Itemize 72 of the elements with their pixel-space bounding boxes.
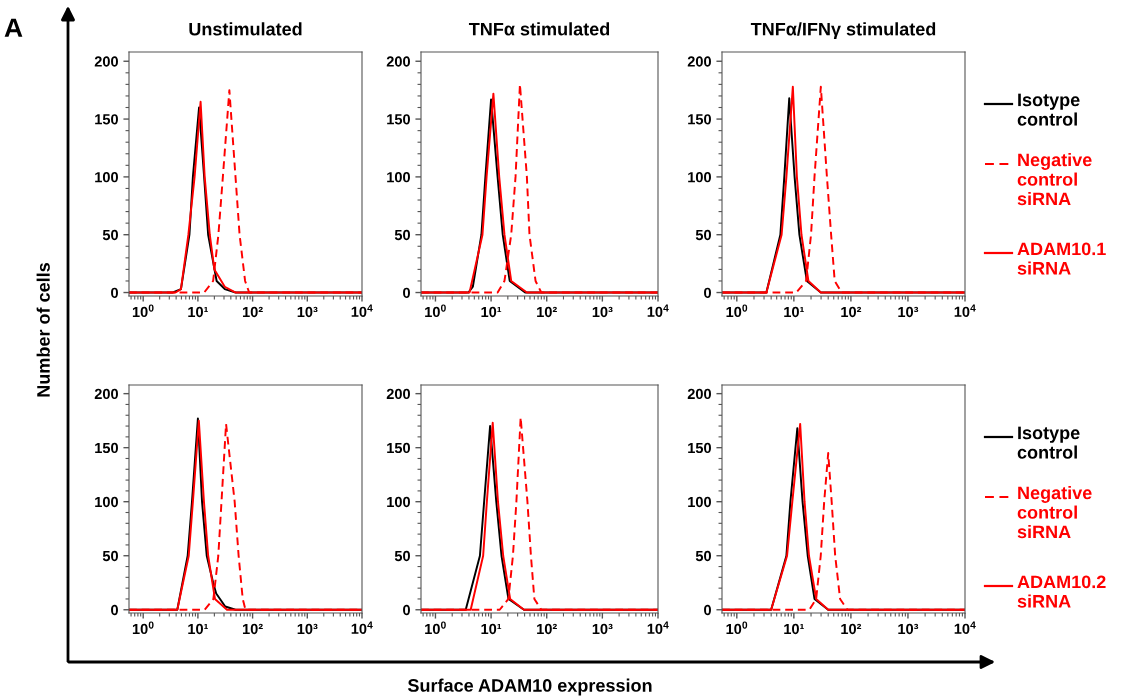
y-tick-label: 50 <box>394 550 410 562</box>
y-tick-label: 200 <box>386 388 410 400</box>
x-tick-label: 10³ <box>297 623 318 635</box>
y-tick-label: 100 <box>95 171 118 183</box>
x-tick-label: 10$^{4}$ <box>351 621 373 634</box>
y-tick-label: 100 <box>95 496 118 508</box>
x-tick-label: 10² <box>841 306 862 318</box>
y-tick-label: 0 <box>403 287 410 298</box>
legend-label: Negative control siRNA <box>1017 486 1092 539</box>
y-tick-label: 50 <box>102 550 118 562</box>
x-tick-label: 10¹ <box>481 306 502 318</box>
x-tick-label: 10¹ <box>188 623 208 635</box>
y-tick-label: 0 <box>403 604 410 616</box>
x-tick-label: 10² <box>242 623 263 635</box>
y-tick-label: 150 <box>387 114 410 125</box>
y-tick-label: 150 <box>688 114 711 125</box>
x-tick-label: 10$^{0}$ <box>726 304 748 318</box>
x-tick-label: 10$^{0}$ <box>726 621 748 635</box>
x-tick-label: 10$^{4}$ <box>954 621 976 634</box>
x-tick-label: 10² <box>841 623 862 635</box>
legend-label: ADAM10.1 siRNA <box>1017 242 1106 275</box>
x-tick-label: 10³ <box>297 306 318 318</box>
x-tick-label: 10$^{4}$ <box>954 304 976 317</box>
y-tick-label: 100 <box>387 496 410 508</box>
x-tick-label: 10$^{4}$ <box>647 621 669 634</box>
x-axis-title: Surface ADAM10 expression <box>407 678 652 696</box>
x-tick-label: 10¹ <box>188 306 208 318</box>
legend-label: Isotype control <box>1017 426 1080 459</box>
x-tick-label: 10¹ <box>784 623 804 635</box>
y-tick-label: 200 <box>687 56 711 67</box>
x-tick-label: 10$^{4}$ <box>351 304 373 317</box>
x-tick-label: 10$^{0}$ <box>425 304 446 318</box>
chart-title: TNFα/IFNγ stimulated <box>750 22 936 40</box>
y-tick-label: 150 <box>387 442 410 454</box>
y-tick-label: 0 <box>111 604 118 616</box>
x-tick-label: 10² <box>242 306 263 318</box>
y-tick-label: 50 <box>102 229 118 241</box>
y-tick-label: 0 <box>704 287 711 298</box>
y-axis-title: Number of cells <box>36 263 50 397</box>
y-tick-label: 50 <box>695 550 711 562</box>
chart-title: TNFα stimulated <box>468 22 610 36</box>
y-tick-label: 100 <box>688 496 711 508</box>
y-tick-label: 150 <box>95 114 118 125</box>
legend-label: Isotype control <box>1017 93 1080 126</box>
x-tick-label: 10¹ <box>481 623 502 635</box>
x-tick-label: 10$^{4}$ <box>647 304 669 317</box>
x-tick-label: 10$^{0}$ <box>132 621 154 635</box>
y-tick-label: 0 <box>704 604 711 616</box>
legend-label: Negative control siRNA <box>1017 153 1092 206</box>
y-tick-label: 200 <box>386 56 410 67</box>
x-tick-label: 10² <box>537 306 557 318</box>
y-tick-label: 200 <box>94 388 118 400</box>
text: A <box>4 18 23 37</box>
y-tick-label: 100 <box>688 171 711 183</box>
x-tick-label: 10³ <box>898 623 919 635</box>
y-tick-label: 150 <box>688 442 711 454</box>
x-tick-label: 10$^{0}$ <box>425 621 446 635</box>
x-tick-label: 10³ <box>898 306 919 318</box>
y-tick-label: 150 <box>95 442 118 454</box>
x-tick-label: 10³ <box>592 306 613 318</box>
chart-title: Unstimulated <box>189 22 302 36</box>
y-tick-label: 200 <box>687 388 711 400</box>
x-tick-label: 10$^{0}$ <box>132 304 154 318</box>
y-tick-label: 50 <box>394 229 410 241</box>
x-tick-label: 10¹ <box>784 306 804 318</box>
y-tick-label: 50 <box>695 229 711 241</box>
legend-label: ADAM10.2 siRNA <box>1017 575 1106 608</box>
y-tick-label: 100 <box>387 171 410 183</box>
y-tick-label: 0 <box>111 287 118 298</box>
x-tick-label: 10³ <box>592 623 613 635</box>
y-tick-label: 200 <box>94 56 118 67</box>
x-tick-label: 10² <box>537 623 557 635</box>
